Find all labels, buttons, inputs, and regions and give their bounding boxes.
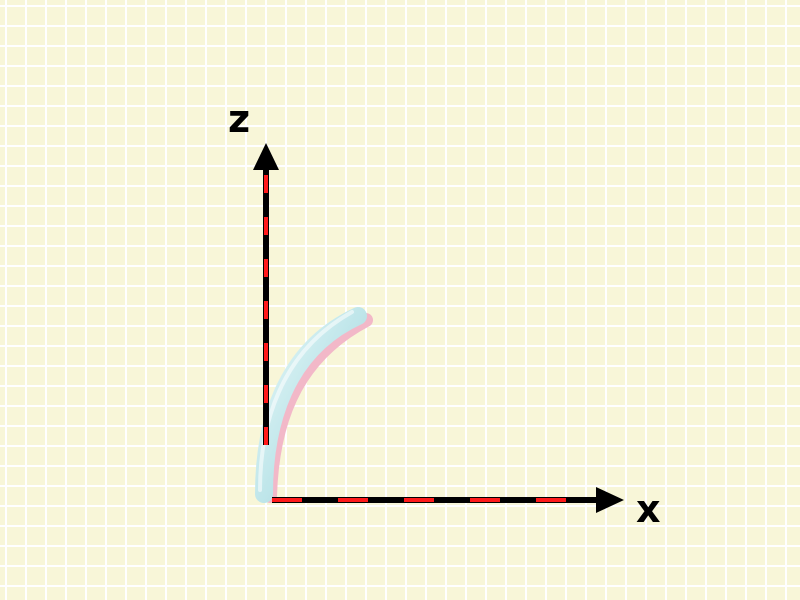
curved-tube (255, 307, 373, 503)
x-axis-arrowhead (596, 487, 624, 513)
x-axis-label: x (636, 487, 661, 531)
z-axis-label: z (228, 97, 250, 141)
z-axis: z (228, 97, 279, 445)
x-axis: x (272, 487, 661, 531)
tube-highlight (258, 310, 354, 492)
z-axis-arrowhead (253, 143, 279, 170)
tube-body (255, 307, 367, 503)
